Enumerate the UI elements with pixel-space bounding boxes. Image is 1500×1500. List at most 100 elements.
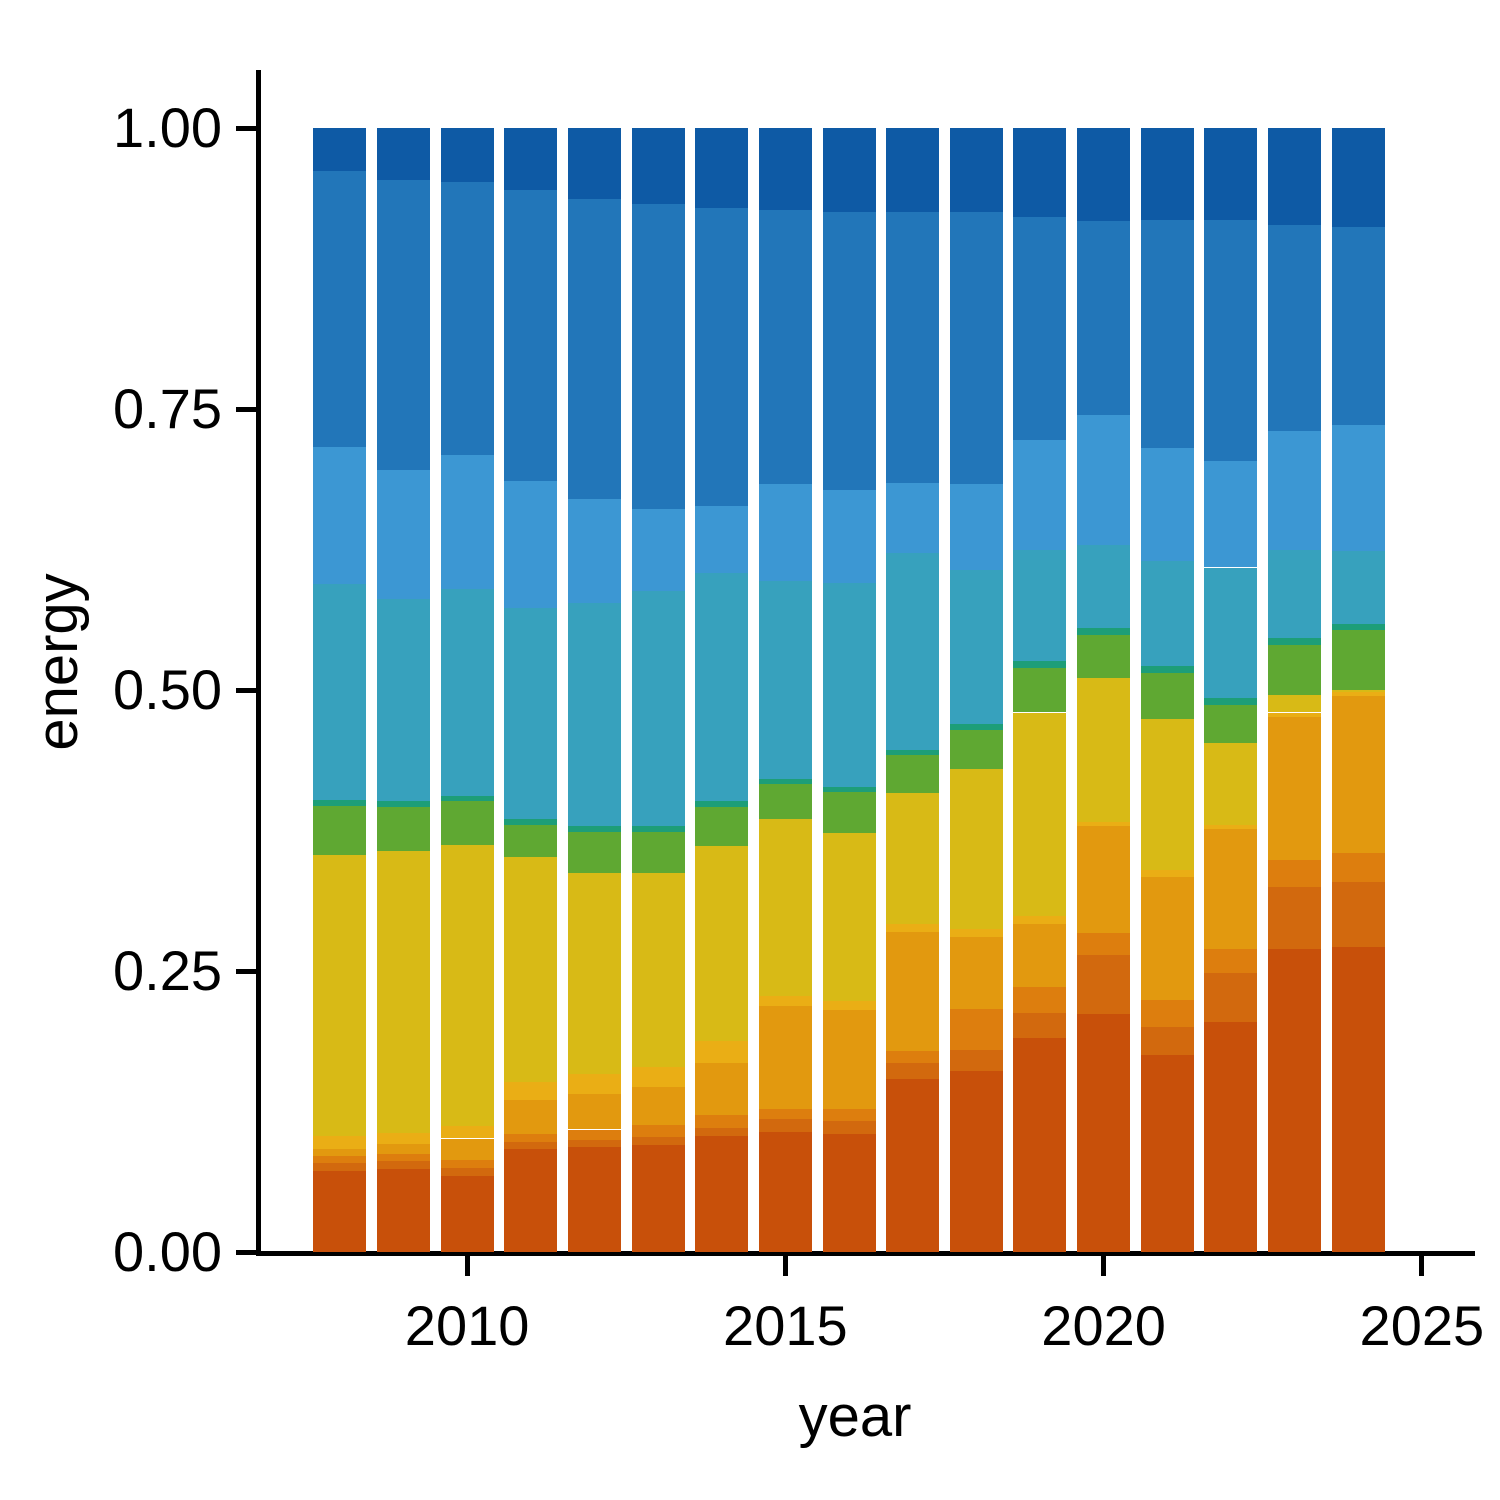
bar-segment-2015-segment-04-amber <box>758 1005 812 1110</box>
bar-segment-2019-segment-01-dark-orange <box>1013 1038 1067 1252</box>
bar-segment-2017-segment-01-dark-orange <box>886 1078 940 1252</box>
bar-segment-2022-segment-01-dark-orange <box>1204 1021 1258 1252</box>
bar-segment-2012-segment-02-burnt-orange <box>567 1139 621 1148</box>
bar-segment-2009-segment-07-green <box>376 806 430 851</box>
bar-segment-2024-segment-07-green <box>1331 630 1385 690</box>
y-tick-label-0.00: 0.00 <box>113 1220 222 1283</box>
bar-segment-2020-segment-11-blue <box>1077 221 1131 415</box>
bar-segment-2010-segment-10-light-blue <box>440 455 494 589</box>
bar-segment-2013-segment-11-blue <box>631 204 685 510</box>
bar-segment-2019-segment-12-dark-blue <box>1013 128 1067 217</box>
bar-segment-2010-segment-09-teal <box>440 588 494 796</box>
bar-segment-2015-segment-10-light-blue <box>758 484 812 581</box>
bar-segment-2020-segment-09-teal <box>1077 545 1131 629</box>
bar-segment-2018-segment-08-emerald <box>949 723 1003 731</box>
stacked-bar-2013 <box>631 128 685 1252</box>
bar-segment-2011-segment-03-orange <box>504 1134 558 1142</box>
bar-segment-2023-segment-12-dark-blue <box>1268 128 1322 225</box>
bar-segment-2021-segment-10-light-blue <box>1140 448 1194 561</box>
bar-segment-2017-segment-02-burnt-orange <box>886 1063 940 1079</box>
bar-segment-2014-segment-07-green <box>695 806 749 847</box>
stacked-bar-2015 <box>758 128 812 1252</box>
bar-segment-2020-segment-04-amber <box>1077 826 1131 933</box>
bar-segment-2022-segment-09-teal <box>1204 567 1258 698</box>
bar-segment-2024-segment-04-amber <box>1331 695 1385 853</box>
bar-segment-2012-segment-09-teal <box>567 603 621 827</box>
bar-segment-2017-segment-09-teal <box>886 552 940 750</box>
bar-segment-2016-segment-07-green <box>822 792 876 833</box>
bar-segment-2018-segment-10-light-blue <box>949 484 1003 570</box>
bar-segment-2016-segment-06-yellow <box>822 832 876 1002</box>
bar-segment-2024-segment-08-emerald <box>1331 623 1385 631</box>
x-tick-2025 <box>1419 1256 1425 1276</box>
bar-segment-2010-segment-07-green <box>440 801 494 846</box>
bar-segment-2011-segment-09-teal <box>504 607 558 820</box>
bar-segment-2024-segment-02-burnt-orange <box>1331 882 1385 948</box>
bar-segment-2016-segment-04-amber <box>822 1010 876 1110</box>
bar-segment-2010-segment-03-orange <box>440 1159 494 1168</box>
y-tick-label-0.25: 0.25 <box>113 939 222 1002</box>
bar-segment-2011-segment-04-amber <box>504 1100 558 1134</box>
stacked-bar-2014 <box>695 128 749 1252</box>
bar-segment-2019-segment-07-green <box>1013 667 1067 713</box>
bar-segment-2013-segment-02-burnt-orange <box>631 1137 685 1146</box>
bar-segment-2008-segment-11-blue <box>313 170 367 448</box>
bar-segment-2013-segment-12-dark-blue <box>631 128 685 205</box>
bar-segment-2021-segment-06-yellow <box>1140 719 1194 870</box>
x-tick-2010 <box>464 1256 470 1276</box>
x-axis-spine <box>256 1251 1475 1256</box>
bar-segment-2019-segment-03-orange <box>1013 986 1067 1013</box>
bar-segment-2010-segment-06-yellow <box>440 845 494 1127</box>
bar-segment-2018-segment-01-dark-orange <box>949 1071 1003 1252</box>
bar-segment-2013-segment-10-light-blue <box>631 509 685 592</box>
bar-segment-2008-segment-01-dark-orange <box>313 1171 367 1252</box>
bar-segment-2015-segment-07-green <box>758 784 812 820</box>
bar-segment-2022-segment-05-gold <box>1204 824 1258 830</box>
bar-segment-2015-segment-06-yellow <box>758 819 812 996</box>
bar-segment-2019-segment-09-teal <box>1013 549 1067 661</box>
bar-segment-2021-segment-08-emerald <box>1140 666 1194 674</box>
bar-segment-2010-segment-08-emerald <box>440 795 494 802</box>
bar-segment-2021-segment-12-dark-blue <box>1140 128 1194 221</box>
bar-segment-2014-segment-06-yellow <box>695 846 749 1041</box>
bar-segment-2012-segment-03-orange <box>567 1129 621 1140</box>
bar-segment-2010-segment-02-burnt-orange <box>440 1167 494 1176</box>
bar-segment-2011-segment-10-light-blue <box>504 480 558 608</box>
bar-segment-2022-segment-02-burnt-orange <box>1204 973 1258 1022</box>
bar-segment-2015-segment-08-emerald <box>758 778 812 785</box>
bar-segment-2014-segment-02-burnt-orange <box>695 1128 749 1137</box>
bar-segment-2018-segment-12-dark-blue <box>949 128 1003 213</box>
bar-segment-2011-segment-07-green <box>504 824 558 858</box>
bar-segment-2018-segment-04-amber <box>949 937 1003 1010</box>
bar-segment-2024-segment-01-dark-orange <box>1331 947 1385 1252</box>
bar-segment-2014-segment-03-orange <box>695 1114 749 1129</box>
bar-segment-2021-segment-04-amber <box>1140 876 1194 1001</box>
bar-segment-2022-segment-04-amber <box>1204 829 1258 949</box>
stacked-bar-2020 <box>1077 128 1131 1252</box>
bar-segment-2020-segment-08-emerald <box>1077 628 1131 635</box>
y-tick-0.00 <box>236 1249 256 1255</box>
bar-segment-2009-segment-04-amber <box>376 1144 430 1155</box>
bar-segment-2013-segment-01-dark-orange <box>631 1145 685 1252</box>
bar-segment-2012-segment-05-gold <box>567 1074 621 1094</box>
bar-segment-2010-segment-12-dark-blue <box>440 128 494 182</box>
bar-segment-2015-segment-05-gold <box>758 995 812 1006</box>
bar-segment-2009-segment-11-blue <box>376 179 430 470</box>
stacked-bar-2017 <box>886 128 940 1252</box>
bar-segment-2012-segment-04-amber <box>567 1093 621 1130</box>
bar-segment-2020-segment-05-gold <box>1077 821 1131 827</box>
bar-segment-2022-segment-08-emerald <box>1204 697 1258 705</box>
bar-segment-2024-segment-11-blue <box>1331 226 1385 425</box>
stacked-bar-2008 <box>313 128 367 1252</box>
bar-segment-2017-segment-03-orange <box>886 1050 940 1064</box>
bar-segment-2015-segment-01-dark-orange <box>758 1131 812 1252</box>
bar-segment-2024-segment-09-teal <box>1331 550 1385 624</box>
bar-segment-2022-segment-12-dark-blue <box>1204 128 1258 221</box>
bar-segment-2018-segment-06-yellow <box>949 768 1003 930</box>
y-tick-label-0.75: 0.75 <box>113 377 222 440</box>
bar-segment-2011-segment-12-dark-blue <box>504 128 558 190</box>
bar-segment-2020-segment-03-orange <box>1077 932 1131 956</box>
bar-segment-2008-segment-07-green <box>313 805 367 856</box>
stacked-bar-2023 <box>1268 128 1322 1252</box>
bar-segment-2011-segment-01-dark-orange <box>504 1148 558 1252</box>
